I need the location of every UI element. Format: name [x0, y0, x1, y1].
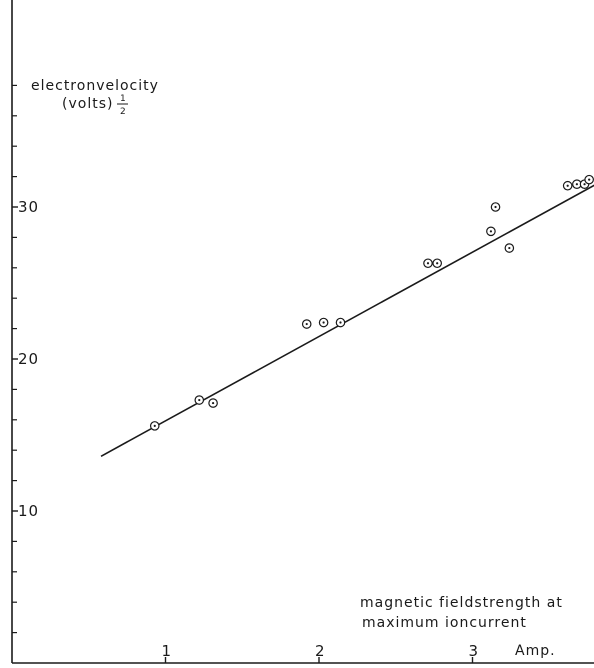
x-axis-unit: Amp.: [515, 643, 556, 659]
ticks: 10 20 30 1 2 3: [12, 85, 479, 663]
data-point-dot: [427, 262, 429, 264]
data-point: [195, 396, 203, 404]
x-tick-label: 2: [315, 642, 326, 660]
data-point-dot: [306, 323, 308, 325]
data-point: [585, 175, 593, 183]
y-axis-exponent-numerator: 1: [120, 94, 126, 104]
data-point: [487, 227, 495, 235]
y-axis-exponent-denominator: 2: [120, 107, 126, 117]
data-point-dot: [576, 183, 578, 185]
data-point-dot: [494, 206, 496, 208]
data-point-dot: [490, 230, 492, 232]
data-point-dot: [339, 321, 341, 323]
data-point-dot: [154, 425, 156, 427]
x-tick-label: 1: [162, 642, 173, 660]
data-point-dot: [323, 321, 325, 323]
data-point: [151, 422, 159, 430]
y-tick-label: 30: [18, 198, 39, 216]
data-point: [336, 318, 344, 326]
data-point: [563, 182, 571, 190]
data-point: [433, 259, 441, 267]
y-axis-title-line2: (volts): [62, 96, 113, 112]
data-point: [209, 399, 217, 407]
data-point-dot: [436, 262, 438, 264]
data-point-dot: [583, 183, 585, 185]
data-point-dot: [588, 179, 590, 181]
x-axis-title-line2: maximum ioncurrent: [362, 615, 527, 631]
fit-line-group: [101, 172, 594, 456]
data-point: [505, 244, 513, 252]
data-point: [319, 318, 327, 326]
data-point: [491, 203, 499, 211]
data-point-dot: [567, 185, 569, 187]
data-point: [424, 259, 432, 267]
y-tick-label: 20: [18, 350, 39, 368]
fit-line: [101, 172, 594, 456]
data-point-dot: [212, 402, 214, 404]
x-axis-title-line1: magnetic fieldstrength at: [360, 595, 563, 611]
data-point-dot: [508, 247, 510, 249]
data-point: [303, 320, 311, 328]
data-point-dot: [198, 399, 200, 401]
y-tick-label: 10: [18, 502, 39, 520]
x-tick-label: 3: [469, 642, 480, 660]
y-axis-title-line1: electronvelocity: [31, 78, 159, 94]
axis-labels: electronvelocity (volts) 1 2 magnetic fi…: [31, 78, 563, 659]
